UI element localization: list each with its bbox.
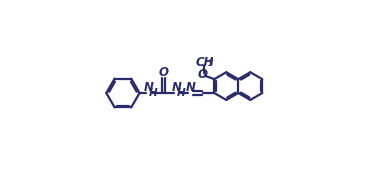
Text: O: O — [198, 68, 208, 81]
Text: O: O — [159, 66, 168, 79]
Text: 3: 3 — [208, 59, 214, 68]
Text: N: N — [171, 81, 182, 94]
Text: N: N — [144, 81, 154, 94]
Text: H: H — [177, 88, 185, 98]
Text: N: N — [186, 81, 196, 94]
Text: CH: CH — [195, 56, 214, 69]
Text: H: H — [149, 88, 157, 98]
